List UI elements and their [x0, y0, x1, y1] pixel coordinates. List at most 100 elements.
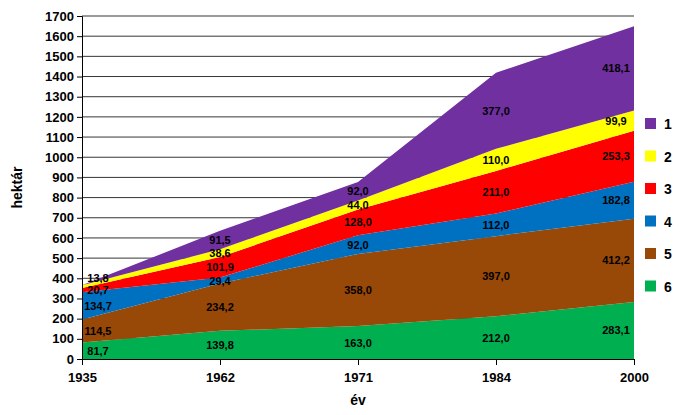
y-tick: 700 — [52, 210, 82, 225]
y-tick-label: 900 — [52, 170, 74, 185]
x-tick: 1962 — [206, 359, 235, 385]
legend: 123456 — [645, 116, 672, 295]
y-tick-mark — [77, 339, 82, 340]
data-label: 283,1 — [602, 324, 630, 336]
x-tick: 1935 — [68, 359, 97, 385]
y-tick-mark — [77, 177, 82, 178]
x-tick-mark — [220, 359, 221, 365]
y-tick: 400 — [52, 271, 82, 286]
y-tick-label: 600 — [52, 231, 74, 246]
y-tick-mark — [77, 117, 82, 118]
y-tick-mark — [77, 359, 82, 360]
y-axis: 0 100 200 300 400 500 600 700 800 900 1000 1100 1200… — [45, 9, 82, 367]
y-tick-mark — [77, 278, 82, 279]
x-tick-label: 1935 — [68, 370, 97, 385]
data-label: 128,0 — [344, 216, 372, 228]
data-label: 99,9 — [605, 115, 626, 127]
y-tick-mark — [77, 238, 82, 239]
y-tick-mark — [77, 298, 82, 299]
legend-swatch — [645, 151, 656, 162]
y-tick: 800 — [52, 190, 82, 205]
y-tick-label: 0 — [67, 352, 74, 367]
y-tick-mark — [77, 137, 82, 138]
data-label: 418,1 — [602, 62, 630, 74]
x-tick-label: 1971 — [344, 370, 373, 385]
data-label: 38,6 — [209, 247, 230, 259]
y-tick-label: 300 — [52, 291, 74, 306]
y-tick-mark — [77, 97, 82, 98]
y-tick: 1100 — [46, 130, 82, 145]
y-tick-label: 1100 — [46, 130, 74, 145]
y-tick: 600 — [52, 231, 82, 246]
data-label: 134,7 — [84, 300, 112, 312]
area-3 — [82, 182, 634, 320]
grid-line — [82, 16, 634, 17]
x-tick-label: 1984 — [482, 370, 512, 385]
x-tick-mark — [82, 359, 83, 365]
x-tick-mark — [358, 359, 359, 365]
y-tick: 1600 — [45, 29, 82, 44]
y-tick: 1700 — [45, 9, 82, 24]
x-axis-line — [83, 360, 635, 366]
y-tick-label: 1300 — [45, 89, 74, 104]
legend-label: 1 — [664, 116, 672, 132]
data-label: 139,8 — [206, 339, 234, 351]
legend-swatch — [645, 216, 656, 227]
y-tick-mark — [77, 56, 82, 57]
y-tick: 1500 — [45, 49, 82, 64]
y-tick: 1400 — [45, 69, 82, 84]
y-tick: 0 — [67, 352, 82, 367]
legend-swatch — [645, 281, 656, 292]
data-label: 92,0 — [347, 239, 368, 251]
grid-line — [82, 36, 634, 37]
y-tick-mark — [77, 218, 82, 219]
x-tick: 1971 — [344, 359, 373, 385]
y-tick-label: 200 — [52, 311, 74, 326]
x-tick-mark — [634, 359, 635, 365]
y-tick-label: 1000 — [45, 150, 74, 165]
data-label: 114,5 — [85, 325, 112, 337]
y-tick: 1300 — [45, 89, 82, 104]
y-tick-mark — [77, 258, 82, 259]
data-labels: 81,7114,5134,720,713,8139,8234,229,4101,… — [84, 62, 630, 356]
y-tick-label: 1500 — [45, 49, 74, 64]
data-label: 29,4 — [209, 275, 231, 287]
y-tick: 300 — [52, 291, 82, 306]
y-tick-mark — [77, 198, 82, 199]
x-axis: 19351962197119842000 — [68, 359, 649, 385]
data-label: 377,0 — [482, 105, 510, 117]
legend-swatch — [645, 118, 656, 129]
y-tick-label: 800 — [52, 190, 74, 205]
y-axis-title: hektár — [9, 166, 25, 209]
y-tick-mark — [77, 319, 82, 320]
y-tick-label: 1200 — [45, 110, 74, 125]
data-label: 253,3 — [602, 150, 630, 162]
data-label: 13,8 — [87, 272, 108, 284]
legend-label: 3 — [664, 181, 672, 197]
y-tick: 500 — [52, 251, 82, 266]
y-tick-label: 1600 — [45, 29, 74, 44]
legend-label: 2 — [664, 149, 672, 165]
data-label: 101,9 — [206, 261, 234, 273]
data-label: 20,7 — [87, 284, 108, 296]
y-tick-mark — [77, 77, 82, 78]
data-label: 234,2 — [206, 301, 234, 313]
y-tick: 1000 — [45, 150, 82, 165]
y-tick-mark — [77, 16, 82, 17]
y-tick-label: 100 — [52, 331, 74, 346]
y-axis-line — [77, 17, 83, 360]
y-tick: 900 — [52, 170, 82, 185]
data-label: 211,0 — [483, 186, 510, 198]
y-tick-label: 700 — [52, 210, 74, 225]
y-tick-mark — [77, 157, 82, 158]
y-tick: 200 — [52, 311, 82, 326]
area-0 — [82, 26, 634, 285]
data-label: 44,0 — [347, 199, 368, 211]
data-label: 92,0 — [347, 185, 368, 197]
legend-label: 5 — [664, 246, 672, 262]
x-tick-mark — [496, 359, 497, 365]
data-label: 412,2 — [602, 254, 630, 266]
y-tick-mark — [77, 36, 82, 37]
data-label: 182,8 — [602, 194, 630, 206]
y-tick-label: 1400 — [45, 69, 74, 84]
